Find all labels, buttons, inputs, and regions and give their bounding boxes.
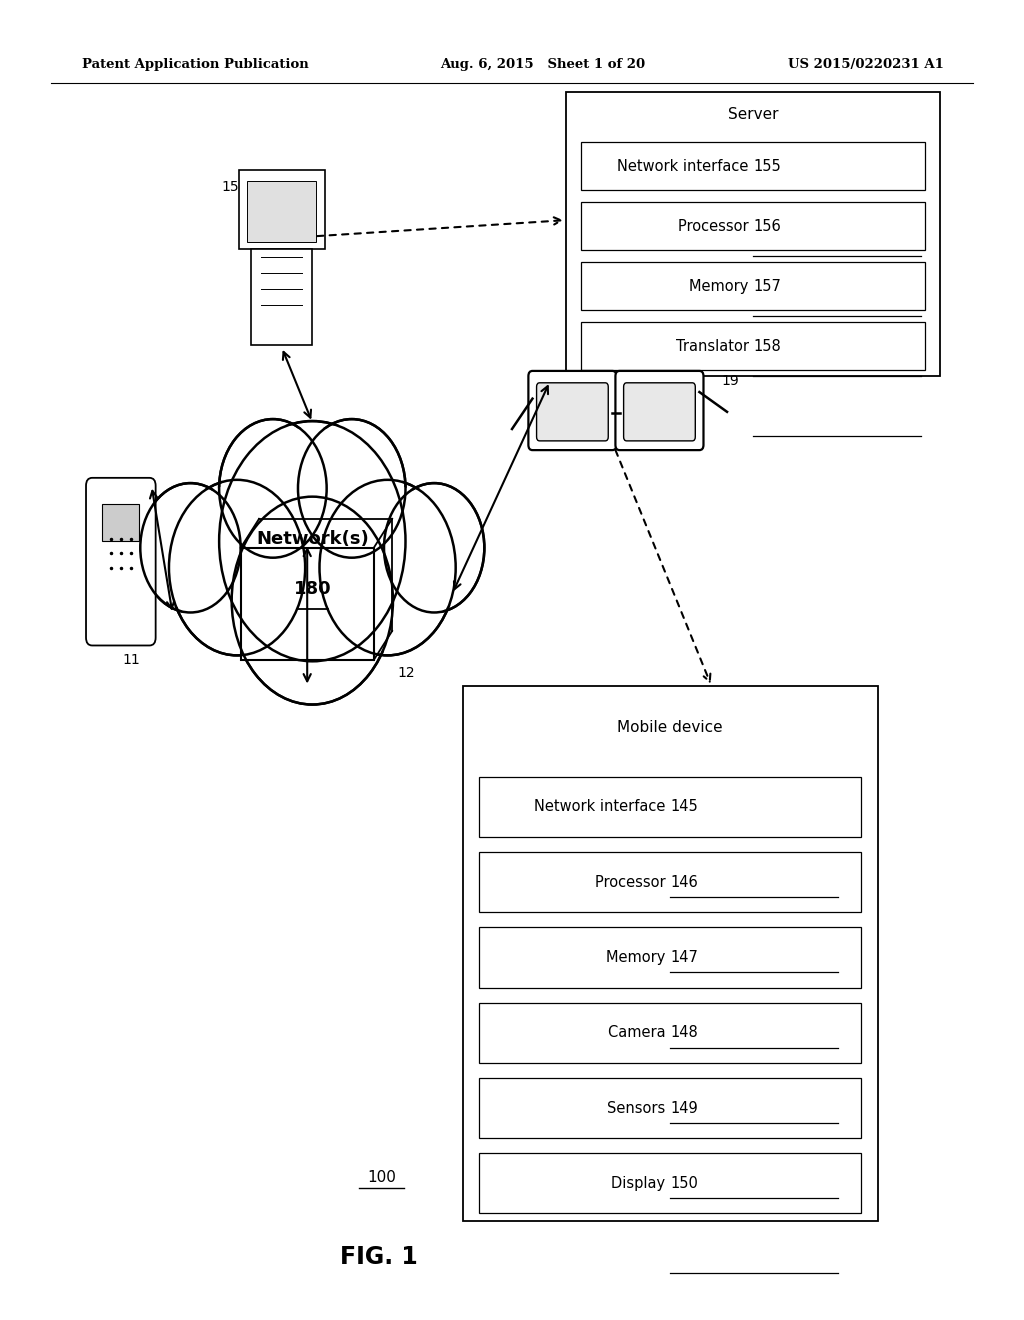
Text: 100: 100	[368, 1170, 396, 1185]
FancyBboxPatch shape	[239, 170, 325, 249]
FancyBboxPatch shape	[479, 1078, 861, 1138]
FancyBboxPatch shape	[624, 383, 695, 441]
FancyBboxPatch shape	[582, 263, 925, 310]
Circle shape	[384, 483, 484, 612]
FancyBboxPatch shape	[528, 371, 616, 450]
FancyBboxPatch shape	[241, 548, 374, 660]
FancyBboxPatch shape	[479, 928, 861, 987]
Text: 180: 180	[294, 579, 331, 598]
Circle shape	[298, 418, 406, 557]
Circle shape	[219, 421, 406, 661]
FancyBboxPatch shape	[86, 478, 156, 645]
FancyBboxPatch shape	[566, 92, 940, 376]
Text: 150: 150	[671, 1176, 698, 1191]
Text: Memory: Memory	[689, 279, 754, 294]
Text: Network interface: Network interface	[535, 800, 671, 814]
Text: 149: 149	[671, 1101, 698, 1115]
Circle shape	[222, 422, 324, 554]
Circle shape	[219, 418, 327, 557]
FancyBboxPatch shape	[615, 371, 703, 450]
FancyBboxPatch shape	[582, 143, 925, 190]
Text: Patent Application Publication: Patent Application Publication	[82, 58, 308, 71]
FancyBboxPatch shape	[582, 322, 925, 370]
FancyBboxPatch shape	[247, 181, 316, 242]
Text: Translator: Translator	[676, 339, 754, 354]
Text: FIG. 1: FIG. 1	[340, 1245, 418, 1269]
FancyBboxPatch shape	[479, 1154, 861, 1213]
Text: 156: 156	[754, 219, 781, 234]
Text: 145: 145	[671, 800, 698, 814]
FancyBboxPatch shape	[537, 383, 608, 441]
Text: 147: 147	[671, 950, 698, 965]
Circle shape	[169, 480, 305, 656]
Circle shape	[386, 486, 482, 610]
Text: 148: 148	[671, 1026, 698, 1040]
Text: 157: 157	[754, 279, 781, 294]
Circle shape	[142, 486, 239, 610]
Text: Sensors: Sensors	[607, 1101, 671, 1115]
Text: 19: 19	[722, 375, 739, 388]
Text: Mobile device: Mobile device	[617, 721, 723, 735]
Text: 155: 155	[754, 158, 781, 174]
Text: 146: 146	[671, 875, 698, 890]
Circle shape	[301, 422, 402, 554]
FancyBboxPatch shape	[463, 686, 878, 1221]
FancyBboxPatch shape	[102, 504, 139, 541]
Circle shape	[319, 480, 456, 656]
Text: Display: Display	[611, 1176, 671, 1191]
Text: US 2015/0220231 A1: US 2015/0220231 A1	[788, 58, 944, 71]
Text: Server: Server	[728, 107, 778, 121]
Circle shape	[172, 484, 302, 651]
Circle shape	[231, 496, 393, 705]
FancyBboxPatch shape	[251, 249, 312, 345]
Text: Network(s): Network(s)	[256, 529, 369, 548]
Text: Processor: Processor	[595, 875, 671, 890]
Circle shape	[236, 502, 389, 700]
FancyBboxPatch shape	[479, 1003, 861, 1063]
Circle shape	[140, 483, 241, 612]
FancyBboxPatch shape	[479, 853, 861, 912]
Text: Aug. 6, 2015   Sheet 1 of 20: Aug. 6, 2015 Sheet 1 of 20	[440, 58, 645, 71]
Text: Memory: Memory	[606, 950, 671, 965]
Text: 158: 158	[754, 339, 781, 354]
FancyBboxPatch shape	[479, 776, 861, 837]
Circle shape	[224, 428, 400, 655]
Text: 11: 11	[122, 653, 140, 667]
Text: 12: 12	[397, 667, 415, 680]
Text: Processor: Processor	[678, 219, 754, 234]
FancyBboxPatch shape	[582, 202, 925, 251]
Text: Network interface: Network interface	[617, 158, 754, 174]
Text: 15: 15	[221, 181, 240, 194]
Text: Camera: Camera	[608, 1026, 671, 1040]
Circle shape	[323, 484, 453, 651]
